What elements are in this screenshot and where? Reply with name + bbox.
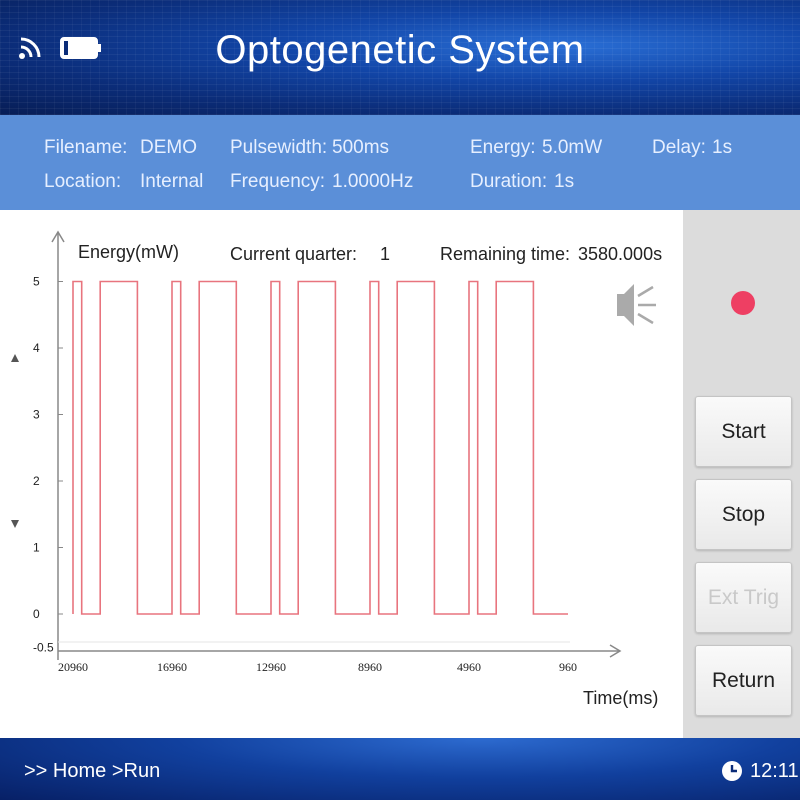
plot-area: Energy(mW) Current quarter: 1 Remaining … [0,210,683,738]
y-tick-label: -0.5 [33,640,54,654]
recording-indicator [731,291,755,315]
triangle-up-icon[interactable] [11,354,19,362]
delay-label: Delay: [652,137,706,158]
start-button[interactable]: Start [695,396,792,467]
x-axis-arrow [609,644,622,658]
current-quarter-label: Current quarter: [230,244,357,264]
remaining-time-value: 3580.000s [578,244,662,264]
clock-icon [722,761,742,781]
parameter-panel: Filename: DEMO Location: Internal Pulsew… [0,115,800,210]
clock-time: 12:11 [750,760,799,782]
remaining-time-label: Remaining time: [440,244,570,264]
y-tick-label: 1 [33,541,40,555]
x-tick-label: 8960 [358,660,382,674]
y-axis-label: Energy(mW) [78,242,179,262]
pulse-series-line [72,280,568,615]
energy-label: Energy: [470,137,536,158]
triangle-down-icon[interactable] [11,520,19,528]
pulsewidth-label: Pulsewidth: [230,137,328,158]
return-button[interactable]: Return [695,645,792,716]
x-tick-label: 20960 [58,660,88,674]
header-bar: Optogenetic System [0,0,800,115]
delay-value: 1s [712,137,733,158]
location-value: Internal [140,171,204,192]
duration-value: 1s [554,171,575,192]
breadcrumb[interactable]: >> Home >Run [24,760,161,782]
frequency-label: Frequency: [230,171,326,192]
current-quarter-value: 1 [380,244,390,264]
x-tick-label: 960 [559,660,577,674]
x-tick-label: 4960 [457,660,481,674]
y-tick-label: 5 [33,275,40,289]
speaker-icon[interactable] [617,284,656,326]
energy-chart: Energy(mW) Current quarter: 1 Remaining … [11,230,662,708]
app-title: Optogenetic System [215,28,585,72]
y-tick-label: 0 [33,607,40,621]
x-tick-label: 12960 [256,660,286,674]
filename-label: Filename: [44,137,128,158]
energy-value: 5.0mW [542,137,603,158]
pulsewidth-value: 500ms [332,137,390,158]
footer-bar: >> Home >Run 12:11 [0,738,800,800]
control-panel: Start Stop Ext Trig Return [683,210,800,738]
x-tick-label: 16960 [157,660,187,674]
battery-icon [60,37,101,59]
y-tick-label: 4 [33,341,40,355]
y-axis-arrow [51,230,65,243]
duration-label: Duration: [470,171,548,192]
location-label: Location: [44,171,122,192]
frequency-value: 1.0000Hz [332,171,414,192]
y-tick-label: 2 [33,474,40,488]
filename-value: DEMO [140,137,197,158]
ext-trig-button[interactable]: Ext Trig [695,562,792,633]
wifi-icon [19,37,41,59]
y-tick-label: 3 [33,408,40,422]
x-axis-label: Time(ms) [583,688,658,708]
stop-button[interactable]: Stop [695,479,792,550]
